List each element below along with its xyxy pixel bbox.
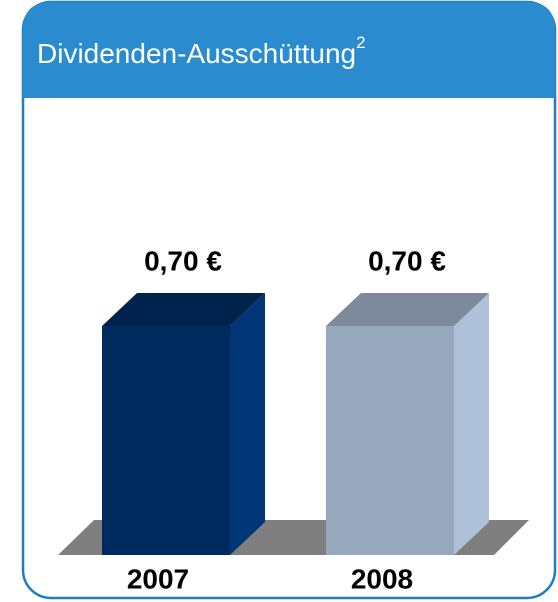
bar-top bbox=[102, 293, 265, 326]
x-tick-label: 2007 bbox=[127, 563, 189, 594]
title-band bbox=[23, 2, 555, 98]
bar-side bbox=[230, 293, 265, 555]
chart-title: Dividenden-Ausschüttung2 bbox=[37, 33, 366, 69]
bar bbox=[102, 326, 230, 555]
value-label: 0,70 € bbox=[144, 245, 222, 276]
value-label: 0,70 € bbox=[368, 245, 446, 276]
title-text: Dividenden-Ausschüttung bbox=[37, 38, 356, 69]
bar-side bbox=[454, 293, 489, 555]
bar bbox=[326, 326, 454, 555]
bar-top bbox=[326, 293, 489, 326]
title-note: 2 bbox=[356, 33, 365, 52]
x-tick-label: 2008 bbox=[351, 563, 413, 594]
